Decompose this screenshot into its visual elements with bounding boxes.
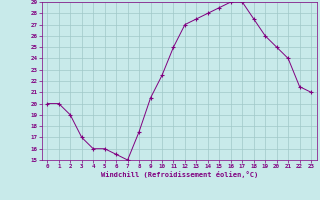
X-axis label: Windchill (Refroidissement éolien,°C): Windchill (Refroidissement éolien,°C)	[100, 171, 258, 178]
